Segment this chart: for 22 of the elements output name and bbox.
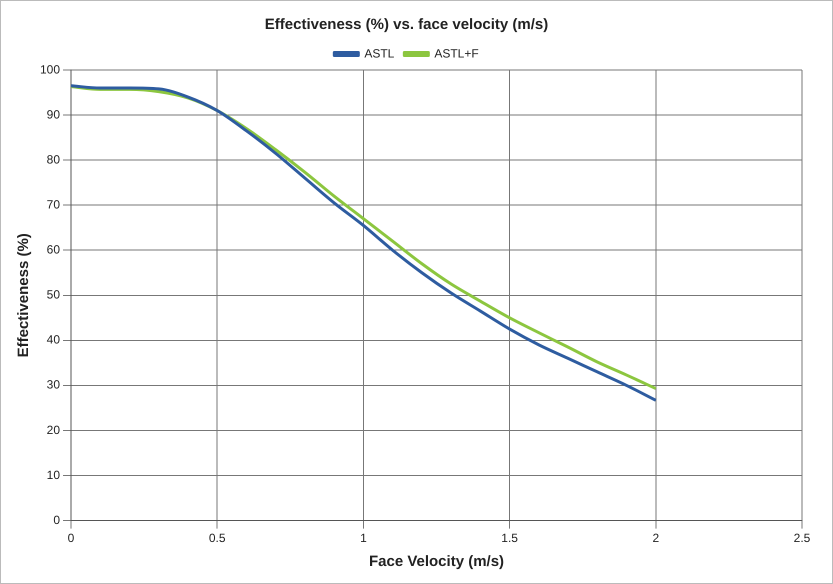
y-tick-label: 10: [46, 468, 60, 482]
y-tick-label: 30: [46, 378, 60, 392]
x-tick-label: 1.5: [501, 531, 518, 546]
y-tick-label: 20: [46, 422, 60, 437]
legend-label: ASTL: [364, 46, 395, 60]
x-tick-label: 0: [68, 531, 75, 546]
y-tick-label: 40: [46, 332, 60, 347]
chart-title: Effectiveness (%) vs. face velocity (m/s): [264, 16, 548, 34]
x-tick-label: 2.5: [794, 531, 811, 546]
x-axis-title: Face Velocity (m/s): [368, 553, 504, 570]
y-tick-label: 80: [46, 152, 60, 166]
y-axis-title: Effectiveness (%): [15, 233, 32, 358]
legend-label: ASTL+F: [434, 46, 479, 60]
x-tick-label: 0.5: [208, 531, 226, 546]
y-tick-label: 50: [46, 288, 60, 302]
y-tick-label: 90: [46, 107, 60, 122]
y-tick-label: 0: [53, 512, 60, 527]
y-tick-label: 100: [40, 62, 60, 76]
x-tick-label: 2: [652, 531, 660, 546]
y-tick-label: 60: [46, 242, 60, 257]
y-tick-label: 70: [46, 197, 60, 212]
x-tick-label: 1: [360, 531, 368, 546]
